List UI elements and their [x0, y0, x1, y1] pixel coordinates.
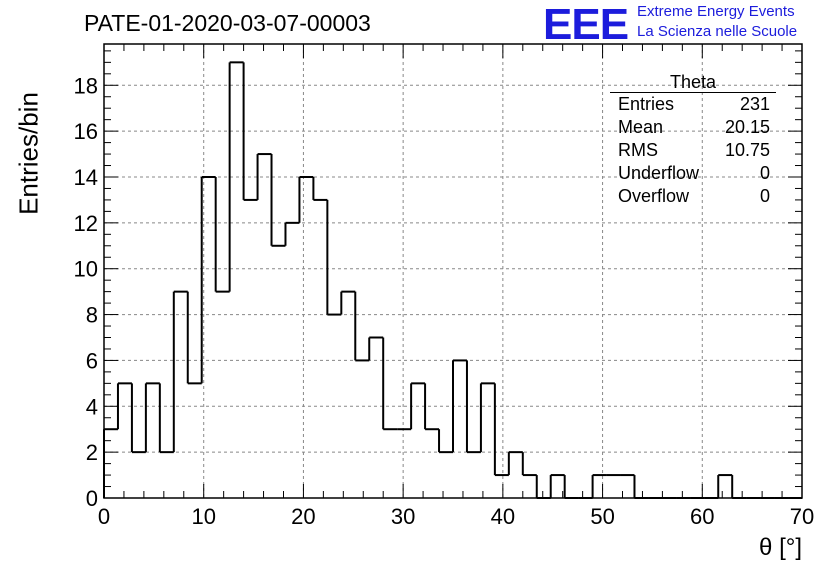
y-tick-label: 0 [86, 486, 98, 511]
x-tick-label: 30 [391, 504, 415, 529]
x-tick-label: 40 [491, 504, 515, 529]
stats-value: 20.15 [724, 117, 770, 137]
stats-value: 0 [759, 163, 770, 183]
stats-row-rms: RMS 10.75 [610, 139, 776, 162]
x-tick-label: 20 [291, 504, 315, 529]
x-tick-label: 0 [98, 504, 110, 529]
stats-label: Mean [618, 117, 664, 137]
stats-row-overflow: Overflow 0 [610, 185, 776, 208]
stats-label: Entries [618, 94, 675, 114]
stats-label: RMS [618, 140, 658, 160]
stats-value: 231 [739, 94, 770, 114]
y-tick-label: 4 [86, 394, 98, 419]
x-tick-label: 70 [790, 504, 814, 529]
y-tick-label: 6 [86, 348, 98, 373]
logo-line-1: Extreme Energy Events [637, 3, 795, 20]
logo-line-2: La Scienza nelle Scuole [637, 23, 798, 40]
x-tick-label: 60 [690, 504, 714, 529]
y-tick-label: 18 [74, 73, 98, 98]
x-tick-label: 10 [191, 504, 215, 529]
x-tick-label: 50 [590, 504, 614, 529]
y-axis-label: Entries/bin [13, 92, 44, 215]
stats-row-underflow: Underflow 0 [610, 162, 776, 185]
stats-rows: Entries 231 Mean 20.15 RMS 10.75 Underflow 0 Ove… [610, 93, 776, 208]
stats-title: Theta [610, 72, 776, 93]
stats-box: Theta Entries 231 Mean 20.15 RMS 10.75 Underfl… [610, 72, 776, 208]
y-tick-label: 8 [86, 303, 98, 328]
y-tick-label: 14 [74, 165, 98, 190]
stats-row-mean: Mean 20.15 [610, 116, 776, 139]
stats-row-entries: Entries 231 [610, 93, 776, 116]
chart-title: PATE-01-2020-03-07-00003 [84, 10, 371, 36]
plot-frame [103, 43, 803, 499]
y-tick-label: 10 [74, 257, 98, 282]
y-tick-label: 2 [86, 440, 98, 465]
stats-label: Underflow [618, 163, 700, 183]
stats-value: 10.75 [724, 140, 770, 160]
y-tick-label: 16 [74, 119, 98, 144]
stats-label: Overflow [618, 186, 690, 206]
y-tick-label: 12 [74, 211, 98, 236]
stats-value: 0 [759, 186, 770, 206]
eee-logo: EEE [543, 0, 629, 49]
x-axis-label: θ [°] [759, 534, 802, 561]
y-axis-label-wrap: Entries/bin [6, 92, 46, 215]
